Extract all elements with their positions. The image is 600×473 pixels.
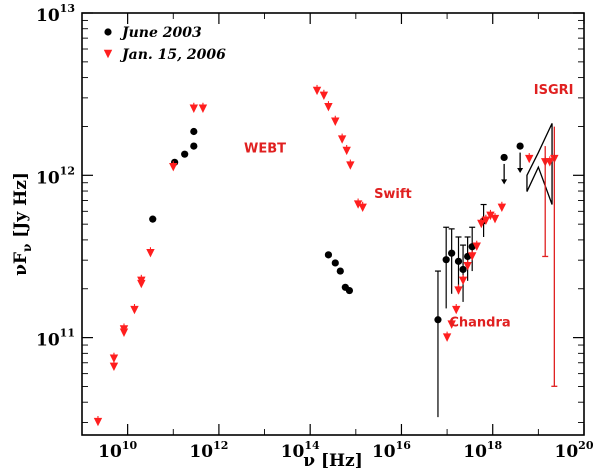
point-jan-2006: [146, 249, 155, 258]
point-jan-2006: [467, 252, 477, 261]
point-jan-2006: [169, 162, 178, 172]
point-jan-2006: [477, 219, 486, 229]
point-jan-2006: [331, 117, 340, 126]
point-jan-2006: [342, 146, 351, 156]
x-tick-label: 1012: [189, 439, 228, 462]
x-tick-label: 1010: [98, 439, 137, 462]
point-jan-2006: [130, 305, 139, 315]
upper-limit-head: [517, 168, 524, 174]
point-jan-2006: [442, 333, 452, 342]
x-tick-exponent: 16: [396, 439, 412, 452]
legend-marker-circle: [104, 28, 112, 36]
annotation-chandra: Chandra: [449, 315, 510, 330]
point-june-2003: [454, 257, 463, 265]
x-tick-label: 1014: [281, 439, 320, 462]
y-tick-base: 10: [36, 168, 60, 188]
point-june-2003: [331, 259, 339, 267]
y-axis-title-main: νF: [11, 252, 31, 276]
point-june-2003: [181, 150, 189, 158]
annotation-isgri: ISGRI: [534, 83, 574, 98]
point-jan-2006: [545, 158, 554, 167]
x-tick-exponent: 18: [487, 439, 503, 452]
y-tick-base: 10: [36, 331, 60, 351]
y-tick-base: 10: [36, 6, 60, 26]
point-june-2003: [516, 142, 524, 150]
x-tick-base: 10: [189, 442, 213, 462]
x-tick-label: 1016: [372, 439, 411, 462]
point-jan-2006: [447, 320, 456, 329]
legend-label: June 2003: [119, 25, 202, 41]
x-axis-title: ν [Hz]: [303, 451, 363, 471]
y-tick-label: 1011: [36, 327, 75, 351]
point-jan-2006: [109, 362, 119, 372]
x-tick-base: 10: [463, 442, 487, 462]
point-jan-2006: [137, 276, 146, 286]
point-jan-2006: [337, 135, 347, 144]
point-june-2003: [149, 215, 157, 223]
point-jan-2006: [119, 325, 129, 334]
x-tick-exponent: 10: [122, 439, 138, 452]
point-jan-2006: [358, 203, 367, 212]
data-layer: [93, 84, 559, 427]
y-tick-exponent: 12: [60, 164, 75, 177]
isgri-bowtie: [526, 123, 553, 205]
x-tick-exponent: 12: [213, 439, 228, 452]
point-june-2003: [500, 153, 508, 162]
point-jan-2006: [463, 262, 472, 271]
point-jan-2006: [458, 276, 468, 286]
point-jan-2006: [198, 104, 208, 113]
x-tick-base: 10: [281, 442, 305, 462]
point-jan-2006: [452, 305, 461, 315]
x-tick-label: 1018: [463, 439, 502, 462]
y-axis-title: νFν [Jy Hz]: [11, 172, 34, 276]
x-tick-label: 1020: [555, 439, 594, 462]
annotation-webt: WEBT: [244, 142, 286, 157]
point-jan-2006: [324, 102, 333, 112]
point-jan-2006: [481, 216, 491, 225]
y-tick-label: 1012: [36, 164, 75, 188]
y-tick-exponent: 13: [60, 2, 75, 15]
point-june-2003: [434, 316, 442, 324]
point-june-2003: [442, 256, 450, 264]
point-jan-2006: [109, 354, 119, 363]
upper-limit-head: [501, 179, 508, 185]
point-jan-2006: [312, 86, 322, 96]
point-jan-2006: [490, 214, 500, 224]
point-jan-2006: [497, 203, 507, 212]
point-jan-2006: [454, 286, 463, 295]
point-jan-2006: [486, 211, 495, 221]
point-june-2003: [345, 286, 354, 295]
plot-frame: [81, 12, 585, 436]
y-axis-title-sub: ν: [20, 244, 34, 252]
x-tick-exponent: 20: [578, 439, 594, 452]
point-june-2003: [324, 251, 333, 259]
y-tick-label: 1013: [36, 2, 75, 26]
point-jan-2006: [472, 242, 481, 251]
y-tick-exponent: 11: [60, 327, 75, 340]
point-june-2003: [336, 267, 344, 275]
annotation-layer: WEBT Swift Chandra ISGRI: [244, 83, 574, 330]
legend: June 2003 Jan. 15, 2006: [103, 25, 226, 63]
x-tick-base: 10: [555, 442, 579, 462]
point-june-2003: [448, 249, 456, 257]
y-axis-title-unit: [Jy Hz]: [11, 172, 31, 244]
annotation-swift: Swift: [374, 187, 412, 202]
point-june-2003: [459, 265, 467, 274]
point-jan-2006: [353, 200, 363, 209]
x-tick-base: 10: [372, 442, 396, 462]
legend-label: Jan. 15, 2006: [119, 47, 226, 63]
point-jan-2006: [319, 91, 329, 100]
point-june-2003: [190, 142, 198, 150]
point-jan-2006: [93, 417, 103, 427]
point-jan-2006: [525, 154, 534, 164]
x-tick-exponent: 14: [304, 439, 320, 452]
point-june-2003: [190, 127, 198, 136]
point-jan-2006: [346, 161, 355, 170]
point-jan-2006: [189, 104, 199, 113]
legend-marker-triangle: [103, 49, 113, 59]
x-tick-base: 10: [98, 442, 122, 462]
